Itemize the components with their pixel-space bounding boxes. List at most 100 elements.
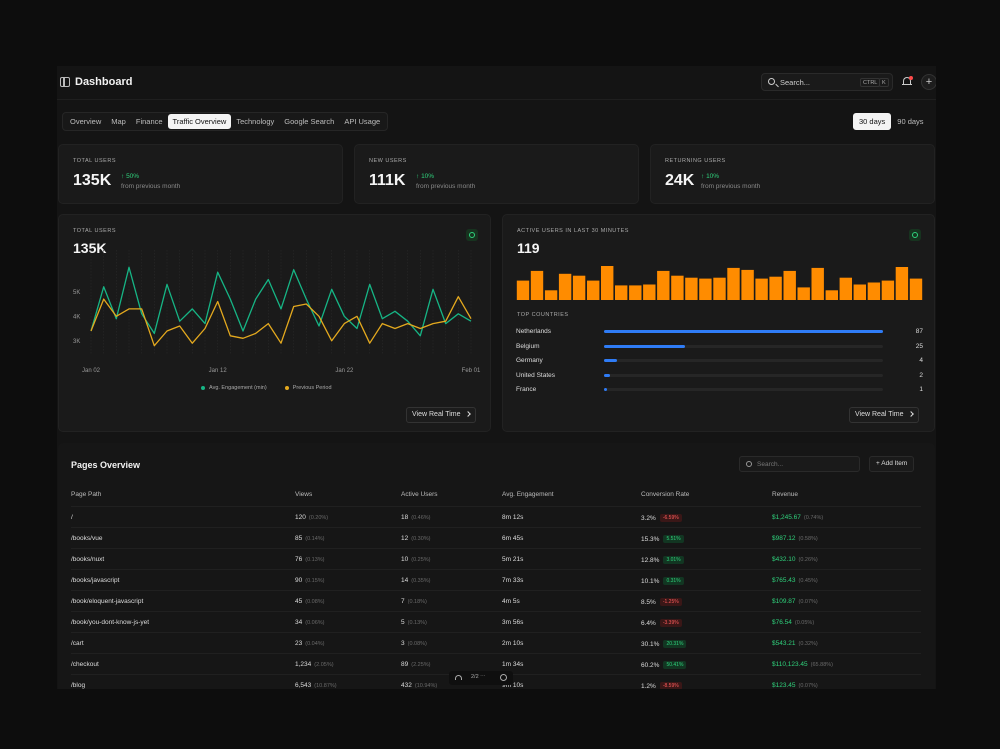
tab-api-usage[interactable]: API Usage xyxy=(344,117,381,126)
notifications-bell-icon[interactable] xyxy=(902,76,913,87)
change-badge: -8.59% xyxy=(659,682,682,689)
status-ok-icon xyxy=(466,229,478,241)
section-title: Pages Overview xyxy=(71,460,141,470)
col-revenue[interactable]: Revenue xyxy=(772,491,799,498)
change-badge: 5.51% xyxy=(663,535,684,543)
y-tick-label: 5K xyxy=(73,290,80,296)
range-30-days[interactable]: 30 days xyxy=(853,113,892,130)
table-row[interactable]: /books/vue 85 (0.14%) 12 (0.30%) 6m 45s 15.3% 5… xyxy=(71,527,921,548)
country-count: 2 xyxy=(919,371,923,379)
cell-conversion: 1.2% -8.59% xyxy=(641,682,682,689)
table-row[interactable]: /books/nuxt 76 (0.13%) 10 (0.25%) 5m 21s 12.8%… xyxy=(71,548,921,569)
cell-active-users: 14 (0.35%) xyxy=(401,577,431,584)
active-users-bar xyxy=(685,277,698,300)
top-bar: Dashboard Search... CTRL K + xyxy=(57,66,936,100)
tab-finance[interactable]: Finance xyxy=(135,117,163,126)
global-search[interactable]: Search... CTRL K xyxy=(761,73,893,91)
country-name: United States xyxy=(516,371,556,379)
change-badge: 0.31% xyxy=(663,577,684,585)
view-real-time-button[interactable]: View Real Time xyxy=(849,407,919,423)
cell-path[interactable]: / xyxy=(71,514,73,521)
sidebar-toggle-icon[interactable] xyxy=(60,77,70,87)
table-row[interactable]: /book/you-dont-know-js-yet 34 (0.06%) 5 (0.1… xyxy=(71,611,921,632)
active-users-bar xyxy=(516,280,530,300)
tab-traffic-overview[interactable]: Traffic Overview xyxy=(167,114,232,129)
total-users-panel: TOTAL USERS 135K 5K 4K 3K Jan 02 Jan 12 Jan 2… xyxy=(58,214,491,432)
col-page-path[interactable]: Page Path xyxy=(71,491,102,498)
active-users-bar xyxy=(783,270,796,300)
active-users-bar xyxy=(811,267,824,300)
range-90-days[interactable]: 90 days xyxy=(897,117,924,126)
active-users-bar xyxy=(615,285,628,300)
cell-path[interactable]: /book/eloquent-javascript xyxy=(71,598,144,605)
table-row[interactable]: /checkout 1,234 (2.05%) 89 (2.25%) 1m 34s 60.2… xyxy=(71,653,921,674)
cell-conversion: 3.2% -6.59% xyxy=(641,514,682,522)
country-bar-fill xyxy=(604,344,685,348)
table-row[interactable]: /cart 23 (0.04%) 3 (0.08%) 2m 10s 30.1% 20.31% $… xyxy=(71,632,921,653)
tab-technology[interactable]: Technology xyxy=(236,117,275,126)
add-item-button[interactable]: + Add Item xyxy=(869,456,915,472)
country-name: Germany xyxy=(516,357,543,364)
page-title: Dashboard xyxy=(75,76,133,88)
cell-active-users: 89 (2.25%) xyxy=(401,661,431,668)
cell-conversion: 6.4% -3.39% xyxy=(641,619,682,627)
cell-path[interactable]: /books/javascript xyxy=(71,577,120,584)
settings-icon[interactable] xyxy=(500,674,507,681)
pages-search-input[interactable]: Search... xyxy=(739,456,860,472)
stat-change: ↑ 10% xyxy=(416,173,435,180)
cell-engagement: 2m 10s xyxy=(502,640,524,647)
tab-bar: Overview Map Finance Traffic Overview Te… xyxy=(62,112,389,131)
x-tick-label: Jan 12 xyxy=(209,368,228,374)
cell-path[interactable]: /book/you-dont-know-js-yet xyxy=(71,619,150,626)
cell-path[interactable]: /cart xyxy=(71,640,84,647)
cell-revenue: $765.43 (0.45%) xyxy=(772,577,818,584)
tab-google-search[interactable]: Google Search xyxy=(284,117,335,126)
cell-path[interactable]: /blog xyxy=(71,682,86,689)
active-users-bar xyxy=(727,267,740,300)
chart-legend: Avg. Engagement (min) Previous Period xyxy=(201,385,332,391)
active-users-bar xyxy=(629,285,642,300)
add-button[interactable]: + xyxy=(921,74,936,90)
cell-conversion: 8.5% -1.25% xyxy=(641,598,682,606)
cell-views: 45 (0.08%) xyxy=(295,598,325,605)
active-users-bar-chart xyxy=(516,266,923,300)
view-real-time-button[interactable]: View Real Time xyxy=(406,407,476,423)
status-ok-icon xyxy=(909,229,921,241)
stat-change: ↑ 10% xyxy=(701,173,720,180)
country-count: 87 xyxy=(915,328,923,335)
cell-revenue: $1,245.67 (0.74%) xyxy=(772,514,824,521)
cell-views: 90 (0.15%) xyxy=(295,577,325,584)
cell-active-users: 7 (0.18%) xyxy=(401,598,427,605)
cell-engagement: 9m 10s xyxy=(502,682,524,689)
cell-conversion: 30.1% 20.31% xyxy=(641,640,687,648)
active-users-bar xyxy=(657,270,670,300)
stat-value: 111K xyxy=(369,172,406,189)
active-users-bar xyxy=(713,277,726,300)
legend-engagement: Avg. Engagement (min) xyxy=(209,385,267,391)
table-row[interactable]: /book/eloquent-javascript 45 (0.08%) 7 (0.18… xyxy=(71,590,921,611)
col-views[interactable]: Views xyxy=(295,491,313,498)
series-engagement-line xyxy=(90,266,472,337)
date-range-toggle: 30 days 90 days xyxy=(853,112,930,131)
stat-sub: from previous month xyxy=(121,183,181,190)
country-bar-fill xyxy=(604,359,617,362)
cell-path[interactable]: /books/nuxt xyxy=(71,556,105,563)
col-conversion-rate[interactable]: Conversion Rate xyxy=(641,491,690,498)
country-bar-track xyxy=(604,330,883,333)
cell-path[interactable]: /checkout xyxy=(71,661,99,668)
active-users-bar xyxy=(572,275,586,300)
active-users-bar xyxy=(643,284,656,300)
dashboard-icon[interactable] xyxy=(455,675,462,680)
tab-overview[interactable]: Overview xyxy=(70,117,102,126)
table-row[interactable]: / 120 (0.20%) 18 (0.46%) 8m 12s 3.2% -6.59% $1,2… xyxy=(71,506,921,527)
col-avg-engagement[interactable]: Avg. Engagement xyxy=(502,491,554,498)
legend-swatch-previous xyxy=(284,386,289,390)
tab-map[interactable]: Map xyxy=(111,117,126,126)
stat-label: RETURNING USERS xyxy=(665,158,726,164)
table-row[interactable]: /books/javascript 90 (0.15%) 14 (0.35%) 7m 33… xyxy=(71,569,921,590)
search-placeholder: Search... xyxy=(780,78,811,87)
country-name: Belgium xyxy=(516,342,540,350)
active-users-bar xyxy=(881,280,895,300)
cell-path[interactable]: /books/vue xyxy=(71,535,103,542)
col-active-users[interactable]: Active Users xyxy=(401,491,438,498)
